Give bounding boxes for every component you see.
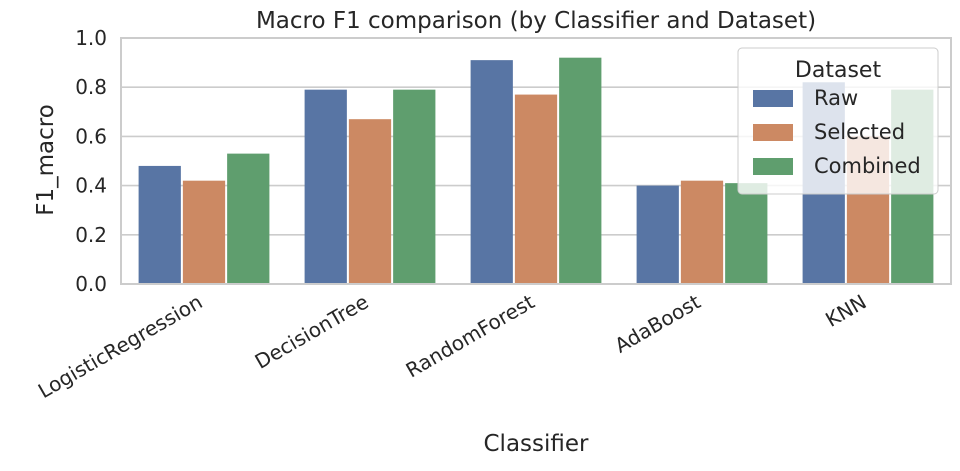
legend-swatch-selected (753, 124, 793, 141)
bar-selected-adaboost (680, 180, 724, 284)
plot-frame (120, 37, 952, 285)
chart-title: Macro F1 comparison (by Classifier and D… (256, 8, 816, 34)
plot-border (120, 37, 952, 285)
y-tick-label: 0.8 (75, 75, 107, 99)
y-tick-labels: 0.0 0.2 0.4 0.6 0.8 1.0 (75, 26, 107, 296)
bar-selected-logisticregression (182, 180, 226, 284)
x-tick-label: LogisticRegression (34, 290, 207, 404)
y-tick-label: 1.0 (75, 26, 107, 50)
bar-raw-logisticregression (138, 165, 181, 284)
bar-combined-adaboost (725, 183, 768, 284)
y-tick-label: 0.0 (75, 272, 107, 296)
bar-combined-decisiontree (393, 89, 436, 284)
bar-combined-logisticregression (227, 153, 270, 284)
legend-label-raw: Raw (814, 86, 858, 110)
bar-selected-decisiontree (348, 119, 392, 285)
bar-combined-randomforest (559, 57, 602, 285)
legend: Dataset Raw Selected Combined (737, 47, 939, 195)
bar-raw-randomforest (470, 60, 513, 284)
legend-swatch-combined (753, 158, 793, 175)
legend-swatch-raw (753, 90, 793, 107)
legend-label-combined: Combined (814, 154, 921, 178)
bar-raw-adaboost (636, 185, 679, 284)
legend-title: Dataset (795, 58, 882, 83)
x-tick-label: AdaBoost (610, 289, 704, 357)
legend-label-selected: Selected (814, 120, 905, 144)
y-axis-label: F1_macro (33, 104, 59, 216)
bar-raw-decisiontree (304, 89, 347, 284)
x-axis-label: Classifier (484, 431, 590, 457)
y-tick-label: 0.6 (75, 124, 107, 148)
x-tick-label: RandomForest (402, 289, 539, 382)
x-tick-label: KNN (821, 290, 870, 332)
y-tick-label: 0.4 (75, 174, 107, 198)
y-tick-label: 0.2 (75, 223, 107, 247)
bar-selected-randomforest (514, 94, 558, 284)
x-tick-label: DecisionTree (251, 290, 373, 374)
x-tick-labels: LogisticRegression DecisionTree RandomFore… (34, 289, 871, 403)
legend-box (737, 47, 939, 195)
legend-items: Raw Selected Combined (753, 86, 921, 178)
